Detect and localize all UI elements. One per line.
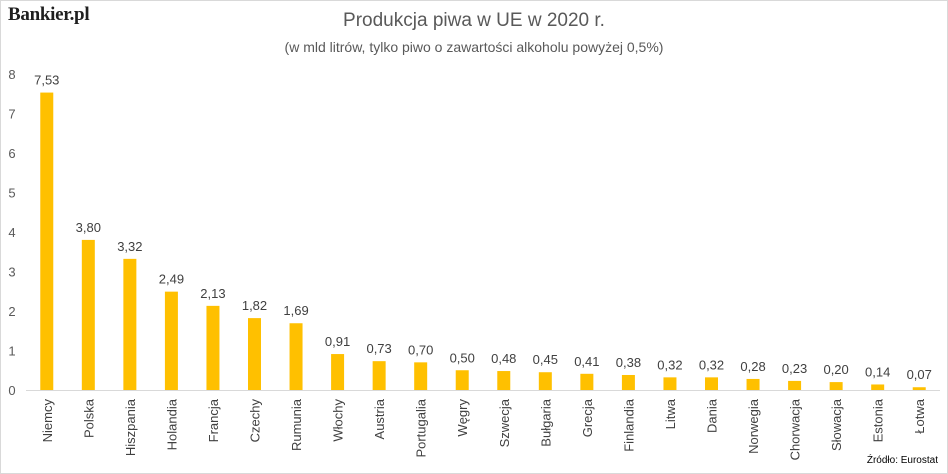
chart-title: Produkcja piwa w UE w 2020 r. — [343, 10, 605, 31]
y-tick-label: 8 — [8, 67, 15, 82]
bar — [206, 305, 220, 390]
bar — [455, 370, 469, 390]
category-label: Dania — [705, 398, 720, 433]
data-label: 3,32 — [117, 239, 142, 254]
data-label: 0,91 — [325, 334, 350, 349]
data-label: 0,48 — [491, 351, 516, 366]
data-label: 0,32 — [699, 357, 724, 372]
data-label: 0,38 — [616, 355, 641, 370]
brand-logo: Bankier.pl — [8, 4, 90, 25]
y-tick-label: 6 — [8, 146, 15, 161]
category-label: Francja — [206, 398, 221, 442]
category-label: Estonia — [871, 398, 886, 442]
category-label: Austria — [372, 398, 387, 439]
category-label: Polska — [81, 398, 96, 438]
category-label: Rumunia — [289, 398, 304, 451]
bar — [289, 323, 303, 390]
bar — [123, 258, 137, 390]
data-label: 1,69 — [283, 303, 308, 318]
y-tick-label: 5 — [8, 186, 15, 201]
category-label: Hiszpania — [123, 398, 138, 456]
data-label: 0,23 — [782, 361, 807, 376]
bar — [746, 378, 760, 390]
category-label: Czechy — [248, 399, 263, 443]
category-label: Norwegia — [746, 398, 761, 454]
data-label: 2,13 — [200, 286, 225, 301]
data-label: 7,53 — [34, 73, 59, 88]
bar — [580, 373, 594, 390]
bar — [164, 291, 178, 390]
y-tick-label: 4 — [8, 225, 15, 240]
bar — [248, 318, 261, 390]
data-label: 0,20 — [823, 362, 848, 377]
data-label: 0,70 — [408, 342, 433, 357]
category-label: Węgry — [455, 399, 470, 437]
bar — [81, 239, 95, 390]
category-label: Finlandia — [621, 398, 636, 452]
data-label: 0,14 — [865, 364, 890, 379]
category-label: Bułgaria — [538, 398, 553, 446]
data-label: 0,41 — [574, 354, 599, 369]
y-tick-label: 1 — [8, 344, 15, 359]
category-label: Łotwa — [912, 398, 927, 433]
category-label: Grecja — [580, 398, 595, 437]
bar — [705, 377, 718, 390]
data-label: 0,73 — [366, 341, 391, 356]
data-label: 3,80 — [76, 220, 101, 235]
category-label: Słowacja — [829, 398, 844, 451]
data-label: 0,45 — [533, 352, 558, 367]
bar — [621, 374, 635, 390]
data-label: 2,49 — [159, 272, 184, 287]
category-label: Portugalia — [414, 398, 429, 457]
source-note: Źródło: Eurostat — [866, 455, 938, 466]
bar — [40, 92, 54, 390]
bar — [497, 371, 511, 390]
category-label: Szwecja — [497, 398, 512, 447]
bar — [331, 354, 345, 390]
y-tick-label: 0 — [8, 383, 15, 398]
category-label: Włochy — [331, 399, 346, 442]
bar — [788, 380, 802, 390]
data-label: 0,50 — [450, 350, 475, 365]
bar — [372, 361, 386, 390]
data-label: 0,32 — [657, 357, 682, 372]
y-tick-label: 2 — [8, 304, 15, 319]
data-label: 0,28 — [740, 359, 765, 374]
category-label: Chorwacja — [788, 398, 803, 460]
category-label: Niemcy — [40, 399, 55, 443]
bar — [829, 382, 843, 390]
category-label: Litwa — [663, 398, 678, 429]
bar — [538, 372, 552, 390]
bar — [663, 377, 677, 390]
bar — [912, 387, 926, 390]
y-tick-label: 7 — [8, 107, 15, 122]
chart-subtitle: (w mld litrów, tylko piwo o zawartości a… — [284, 39, 664, 55]
category-label: Holandia — [164, 398, 179, 450]
data-label: 1,82 — [242, 298, 267, 313]
bar — [414, 362, 428, 390]
data-label: 0,07 — [907, 367, 932, 382]
y-tick-label: 3 — [8, 265, 15, 280]
bar — [871, 384, 885, 390]
